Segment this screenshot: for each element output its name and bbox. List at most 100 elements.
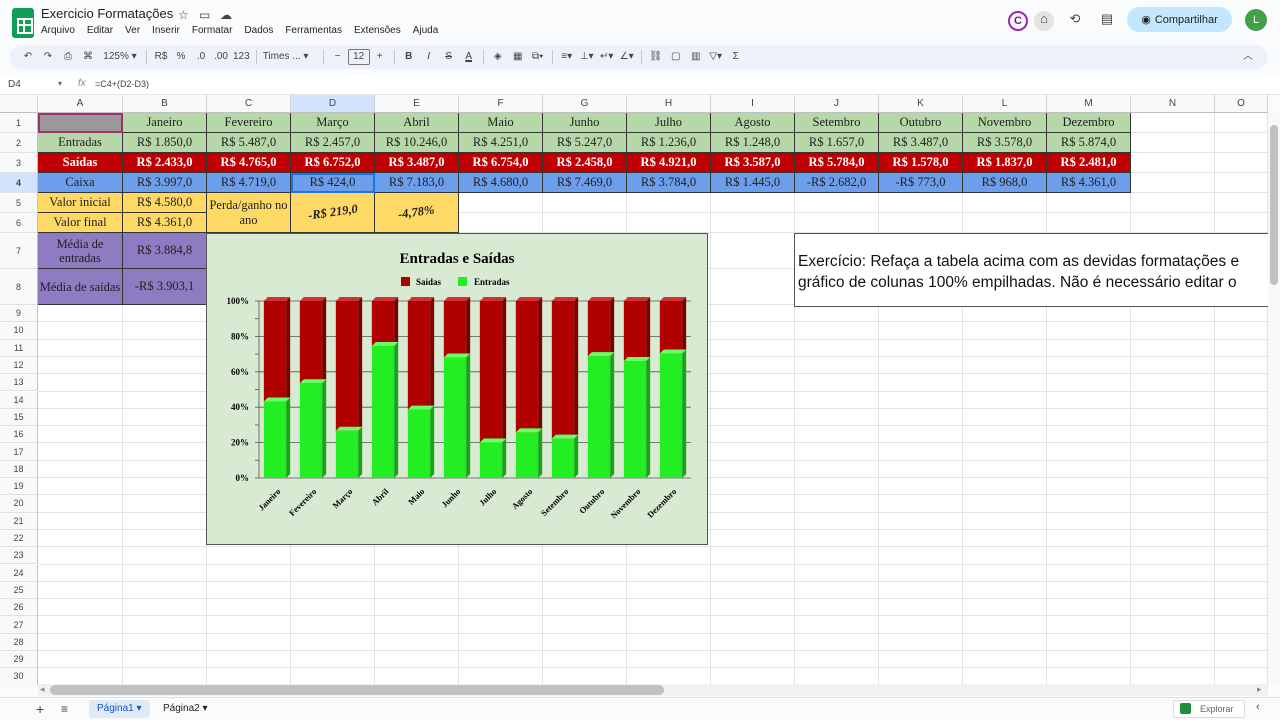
percent-button[interactable]: % — [176, 51, 186, 62]
align-horizontal-icon[interactable]: ≡▾ — [561, 51, 573, 62]
row-header-4[interactable]: 4 — [0, 173, 38, 193]
month-header-cell[interactable]: Novembro — [963, 113, 1047, 133]
row-header-16[interactable]: 16 — [0, 426, 38, 444]
saidas-value-cell[interactable]: R$ 4.765,0 — [207, 153, 291, 173]
row-header-11[interactable]: 11 — [0, 339, 38, 357]
font-size-increase-icon[interactable]: + — [376, 51, 383, 62]
menu-item[interactable]: Inserir — [152, 25, 180, 36]
caixa-value-cell[interactable]: R$ 424,0 — [291, 173, 375, 193]
perda-valor-cell[interactable]: -R$ 219,0 — [291, 193, 375, 233]
scroll-right-icon[interactable]: ▸ — [1257, 684, 1262, 694]
cell-a1[interactable] — [38, 113, 123, 133]
media-entradas-cell[interactable]: R$ 3.884,8 — [123, 233, 207, 269]
row-header-13[interactable]: 13 — [0, 374, 38, 392]
saidas-value-cell[interactable]: R$ 2.481,0 — [1047, 153, 1131, 173]
menu-item[interactable]: Ferramentas — [285, 25, 342, 36]
saidas-value-cell[interactable]: R$ 3.587,0 — [711, 153, 795, 173]
row-header-20[interactable]: 20 — [0, 495, 38, 513]
comments-icon[interactable]: ▤ — [1100, 11, 1114, 26]
font-size-decrease-icon[interactable]: − — [334, 51, 341, 62]
caixa-value-cell[interactable]: R$ 7.469,0 — [543, 173, 627, 193]
month-header-cell[interactable]: Junho — [543, 113, 627, 133]
align-vertical-icon[interactable]: ⊥▾ — [579, 51, 594, 62]
month-header-cell[interactable]: Dezembro — [1047, 113, 1131, 133]
undo-icon[interactable]: ↶ — [23, 51, 33, 62]
insert-comment-icon[interactable]: ▢ — [670, 51, 681, 62]
folder-icon[interactable]: ▭ — [199, 8, 211, 22]
month-header-cell[interactable]: Abril — [375, 113, 459, 133]
row-header-25[interactable]: 25 — [0, 581, 38, 600]
fill-color-icon[interactable]: ◈ — [493, 51, 502, 62]
row-header-5[interactable]: 5 — [0, 193, 38, 213]
row-header-3[interactable]: 3 — [0, 153, 38, 173]
valor-inicial-label-cell[interactable]: Valor inicial — [38, 193, 123, 213]
valor-inicial-cell[interactable]: R$ 4.580,0 — [123, 193, 207, 213]
sheet-tab-pagina1[interactable]: Página1 ▾ — [89, 700, 150, 718]
italic-button[interactable]: I — [427, 51, 431, 62]
formula-input[interactable]: =C4+(D2-D3) — [95, 79, 150, 89]
column-header-f[interactable]: F — [459, 95, 543, 113]
caixa-value-cell[interactable]: R$ 7.183,0 — [375, 173, 459, 193]
horizontal-scroll-thumb[interactable] — [50, 685, 664, 695]
caixa-value-cell[interactable]: R$ 3.784,0 — [627, 173, 711, 193]
saidas-label-cell[interactable]: Saídas — [38, 153, 123, 173]
media-saidas-label-cell[interactable]: Média de saídas — [38, 269, 123, 305]
month-header-cell[interactable]: Fevereiro — [207, 113, 291, 133]
extension-icon[interactable]: C — [1008, 11, 1028, 31]
entradas-value-cell[interactable]: R$ 10.246,0 — [375, 133, 459, 153]
menu-item[interactable]: Arquivo — [41, 25, 75, 36]
font-select[interactable]: Times ... ▾ — [262, 51, 309, 62]
currency-button[interactable]: R$ — [154, 51, 168, 62]
document-title[interactable]: Exercicio Formatações — [41, 6, 174, 21]
filter-icon[interactable]: ▽▾ — [709, 51, 723, 62]
caixa-label-cell[interactable]: Caixa — [38, 173, 123, 193]
entradas-value-cell[interactable]: R$ 3.487,0 — [879, 133, 963, 153]
merge-cells-icon[interactable]: ⧉▾ — [532, 51, 544, 62]
functions-icon[interactable]: Σ — [732, 51, 739, 62]
column-header-i[interactable]: I — [711, 95, 795, 113]
entradas-value-cell[interactable]: R$ 5.874,0 — [1047, 133, 1131, 153]
history-icon[interactable]: ⟲ — [1069, 11, 1081, 26]
row-header-8[interactable]: 8 — [0, 269, 38, 305]
month-header-cell[interactable]: Agosto — [711, 113, 795, 133]
column-header-o[interactable]: O — [1215, 95, 1268, 113]
column-header-n[interactable]: N — [1131, 95, 1215, 113]
borders-icon[interactable]: ▦ — [512, 51, 523, 62]
saidas-value-cell[interactable]: R$ 1.578,0 — [879, 153, 963, 173]
entradas-value-cell[interactable]: R$ 2.457,0 — [291, 133, 375, 153]
media-saidas-cell[interactable]: -R$ 3.903,1 — [123, 269, 207, 305]
row-header-6[interactable]: 6 — [0, 213, 38, 233]
row-header-21[interactable]: 21 — [0, 512, 38, 530]
column-header-e[interactable]: E — [375, 95, 459, 113]
share-button[interactable]: ◉ Compartilhar — [1127, 7, 1232, 32]
text-rotation-icon[interactable]: ∠▾ — [619, 51, 634, 62]
entradas-value-cell[interactable]: R$ 1.248,0 — [711, 133, 795, 153]
saidas-value-cell[interactable]: R$ 6.754,0 — [459, 153, 543, 173]
row-header-22[interactable]: 22 — [0, 529, 38, 548]
explore-button[interactable]: Explorar — [1173, 700, 1245, 718]
font-size-input[interactable]: 12 — [347, 49, 370, 65]
row-header-30[interactable]: 30 — [0, 668, 38, 685]
row-header-27[interactable]: 27 — [0, 616, 38, 634]
add-sheet-icon[interactable]: + — [36, 701, 45, 717]
exercise-textbox[interactable]: Exercício: Refaça a tabela acima com as … — [794, 233, 1270, 307]
zoom-select[interactable]: 125% ▾ — [103, 51, 137, 62]
media-entradas-label-cell[interactable]: Média de entradas — [38, 233, 123, 269]
entradas-value-cell[interactable]: R$ 4.251,0 — [459, 133, 543, 153]
caixa-value-cell[interactable]: R$ 1.445,0 — [711, 173, 795, 193]
strikethrough-button[interactable]: S — [445, 51, 453, 62]
collapse-toolbar-icon[interactable]: ︿ — [1243, 51, 1253, 62]
sheets-logo-icon[interactable] — [12, 8, 34, 38]
row-header-14[interactable]: 14 — [0, 391, 38, 409]
chart[interactable]: Entradas e Saídas Saídas Entradas 0% 20% 40% 6… — [206, 233, 708, 545]
column-header-j[interactable]: J — [795, 95, 879, 113]
paint-format-icon[interactable]: ⌘ — [83, 51, 93, 62]
cloud-status-icon[interactable]: ☁ — [220, 8, 232, 22]
month-header-cell[interactable]: Setembro — [795, 113, 879, 133]
saidas-value-cell[interactable]: R$ 2.433,0 — [123, 153, 207, 173]
month-header-cell[interactable]: Outubro — [879, 113, 963, 133]
caixa-value-cell[interactable]: R$ 968,0 — [963, 173, 1047, 193]
menu-item[interactable]: Ajuda — [412, 25, 439, 36]
row-header-24[interactable]: 24 — [0, 564, 38, 582]
saidas-value-cell[interactable]: R$ 1.837,0 — [963, 153, 1047, 173]
